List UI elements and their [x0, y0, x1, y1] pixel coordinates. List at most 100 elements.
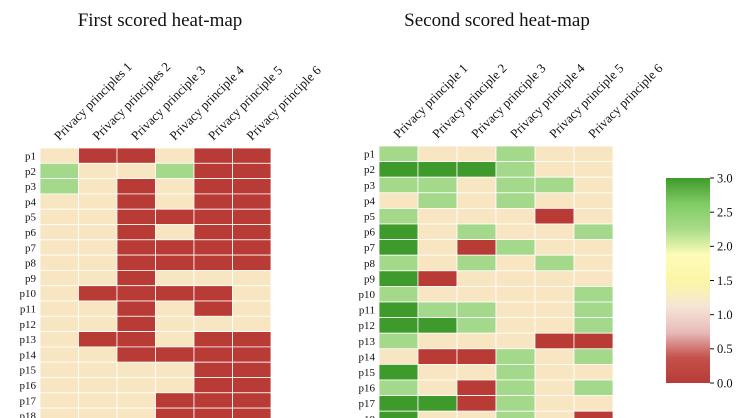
row-label: p3 — [364, 180, 376, 192]
heatmap-cell — [495, 145, 536, 163]
heatmap-cell — [456, 145, 497, 163]
heatmap-cell — [78, 377, 118, 394]
row-label: p13 — [20, 334, 37, 346]
heatmap-cell — [573, 161, 614, 178]
heatmap-cell — [116, 315, 156, 332]
heatmap-cell — [155, 254, 195, 271]
heatmap-cell — [39, 407, 79, 418]
row-label: p7 — [364, 242, 376, 254]
heatmap-cell — [456, 301, 497, 319]
first-heatmap-title: First scored heat-map — [78, 10, 243, 31]
heatmap-cell — [155, 224, 195, 241]
heatmap-cell — [193, 285, 233, 302]
heatmap-cell — [378, 239, 419, 256]
heatmap-cell — [495, 363, 536, 381]
heatmap-cell — [39, 269, 79, 287]
heatmap-cell — [495, 254, 536, 272]
heatmap-cell — [534, 239, 575, 256]
heatmap-cell — [78, 269, 118, 287]
heatmap-cell — [116, 407, 156, 418]
row-label: p3 — [25, 181, 37, 193]
heatmap-cell — [417, 192, 458, 209]
row-label: p17 — [20, 395, 37, 407]
heatmap-cell — [534, 379, 575, 397]
heatmap-cell — [417, 379, 458, 397]
heatmap-cell — [417, 317, 458, 334]
heatmap-cell — [534, 363, 575, 381]
heatmap-cell — [78, 361, 118, 378]
heatmap-cell — [116, 254, 156, 271]
heatmap-cell — [378, 207, 419, 225]
second-heatmap: p1 p2 p3 p4 p5 p6 p7 p8 p9 p10 p11 p12 p13 p14 p15 p16 p… — [359, 60, 666, 418]
heatmap-cell — [534, 254, 575, 272]
row-label: p11 — [359, 305, 375, 317]
heatmap-cell — [495, 176, 536, 194]
heatmap-cell — [456, 395, 497, 412]
heatmap-cell — [116, 377, 156, 394]
heatmap-cell — [39, 239, 79, 256]
row-label: p11 — [20, 303, 36, 315]
row-label: p9 — [364, 273, 376, 285]
heatmap-cell — [193, 269, 233, 287]
heatmap-cell — [495, 332, 536, 350]
heatmap-cell — [495, 395, 536, 412]
heatmap-cell — [39, 392, 79, 409]
heatmap-cell — [417, 207, 458, 225]
row-label: p10 — [359, 289, 376, 301]
heatmap-cell — [39, 193, 79, 210]
heatmap-cell — [573, 285, 614, 303]
heatmap-cell — [495, 207, 536, 225]
heatmap-cell — [39, 178, 79, 195]
heatmap-cell — [155, 331, 195, 348]
row-label: p18 — [359, 414, 376, 418]
heatmap-cell — [193, 331, 233, 348]
heatmap-cell — [378, 223, 419, 241]
heatmap-cell — [417, 239, 458, 256]
heatmap-cell — [378, 395, 419, 412]
heatmap-cell — [378, 348, 419, 365]
heatmap-cell — [534, 348, 575, 365]
heatmap-cell — [193, 178, 233, 195]
heatmap-cell — [193, 361, 233, 378]
heatmap-cell — [417, 254, 458, 272]
heatmap-cell — [573, 348, 614, 365]
heatmap-cell — [193, 239, 233, 256]
heatmap-cell — [573, 410, 614, 418]
heatmap-cell — [495, 379, 536, 397]
heatmap-cell — [155, 162, 195, 180]
heatmap-cell — [232, 361, 272, 378]
heatmap-cell — [155, 239, 195, 256]
heatmap-cell — [573, 176, 614, 194]
second-heatmap-title: Second scored heat-map — [404, 10, 590, 31]
heatmap-cell — [495, 301, 536, 319]
heatmap-cell — [495, 410, 536, 418]
row-label: p12 — [20, 319, 37, 331]
heatmap-cell — [155, 377, 195, 394]
colorbar-tick-label: 0.0 — [717, 376, 733, 390]
heatmap-cell — [193, 315, 233, 332]
heatmap-cell — [232, 178, 272, 195]
heatmap-cell — [534, 317, 575, 334]
row-label: p8 — [25, 258, 37, 270]
heatmap-cell — [456, 239, 497, 256]
heatmap-cell — [193, 300, 233, 317]
heatmap-cell — [456, 270, 497, 287]
row-label: p10 — [20, 288, 37, 300]
heatmap-cell — [39, 331, 79, 348]
row-label: p18 — [20, 411, 37, 418]
heatmap-cell — [495, 285, 536, 303]
heatmap-cell — [155, 193, 195, 210]
heatmap-cell — [155, 147, 195, 164]
heatmap-cell — [378, 332, 419, 350]
heatmap-cell — [534, 410, 575, 418]
row-label: p15 — [20, 365, 37, 377]
heatmap-cell — [39, 254, 79, 271]
heatmap-cell — [417, 161, 458, 178]
heatmap-cell — [534, 207, 575, 225]
heatmap-cell — [378, 410, 419, 418]
heatmap-cell — [39, 361, 79, 378]
heatmap-cell — [378, 301, 419, 319]
heatmap-cell — [155, 361, 195, 378]
row-label: p16 — [359, 383, 376, 395]
colorbar-tick-label: 1.0 — [717, 308, 733, 322]
